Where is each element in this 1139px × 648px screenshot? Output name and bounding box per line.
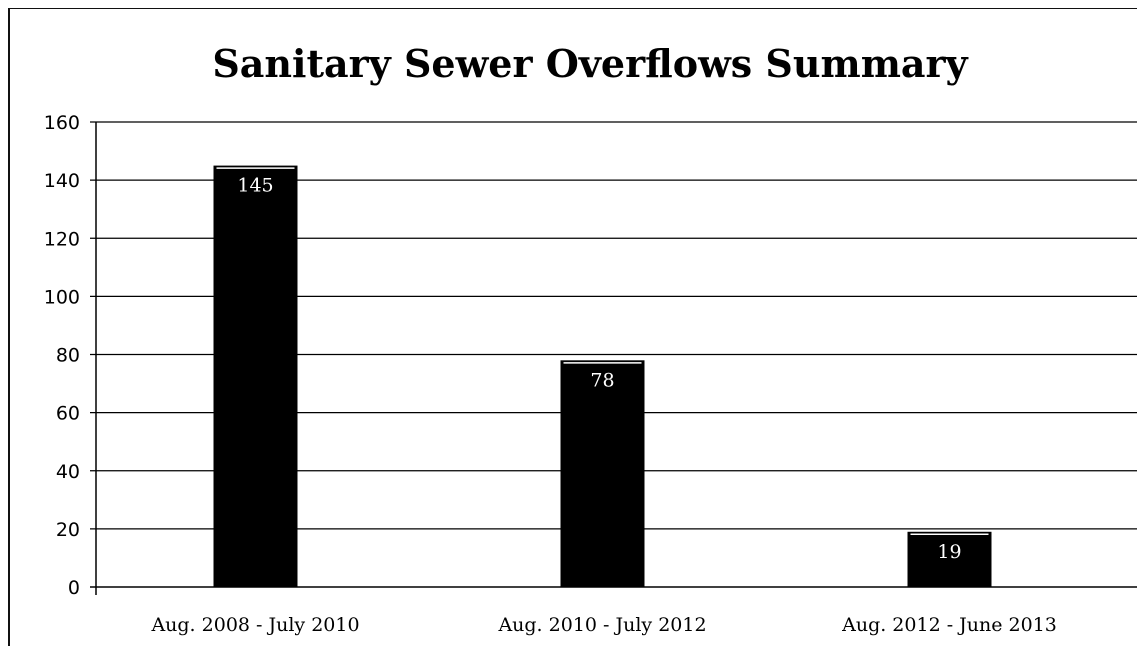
- y-tick-label: 120: [44, 228, 80, 250]
- data-label: 145: [237, 175, 273, 197]
- y-tick-label: 100: [44, 286, 80, 308]
- y-axis-ticks: 0 20 40 60 80 100 120 140 160: [44, 112, 80, 599]
- x-category-label: Aug. 2008 - July 2010: [150, 614, 359, 636]
- chart-title: Sanitary Sewer Overflows Summary: [212, 41, 968, 86]
- x-category-label: Aug. 2010 - July 2012: [497, 614, 706, 636]
- y-tick-label: 140: [44, 170, 80, 192]
- data-label: 19: [937, 541, 961, 563]
- y-tick-label: 60: [56, 403, 80, 425]
- y-tick-label: 20: [56, 519, 80, 541]
- bar: [560, 360, 645, 587]
- data-label: 78: [590, 369, 614, 391]
- data-labels: 145 78 19: [237, 175, 961, 563]
- x-category-label: Aug. 2012 - June 2013: [841, 614, 1057, 636]
- bar: [213, 165, 298, 587]
- y-tick-label: 80: [56, 345, 80, 367]
- chart-frame: [8, 8, 1137, 646]
- y-tick-label: 40: [56, 461, 80, 483]
- bars: [213, 165, 992, 587]
- bar: [907, 531, 992, 587]
- x-axis-categories: Aug. 2008 - July 2010 Aug. 2010 - July 20…: [150, 614, 1056, 636]
- y-tick-label: 0: [68, 577, 80, 599]
- y-tick-label: 160: [44, 112, 80, 134]
